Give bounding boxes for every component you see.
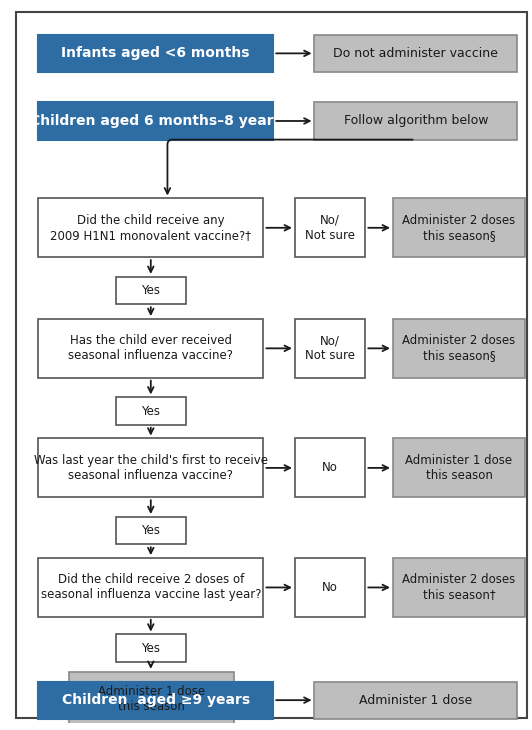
Text: Infants aged <6 months: Infants aged <6 months [61,47,250,61]
Text: Children aged 6 months–8 years: Children aged 6 months–8 years [30,114,281,128]
FancyBboxPatch shape [314,35,517,72]
Text: Yes: Yes [142,642,160,655]
FancyBboxPatch shape [115,517,186,545]
FancyBboxPatch shape [295,199,365,257]
FancyBboxPatch shape [38,35,273,72]
FancyBboxPatch shape [115,277,186,304]
Text: Did the child receive 2 doses of
seasonal influenza vaccine last year?: Did the child receive 2 doses of seasona… [40,574,261,602]
Text: Follow algorithm below: Follow algorithm below [344,115,488,128]
FancyBboxPatch shape [393,558,525,617]
Text: Administer 1 dose: Administer 1 dose [359,694,472,707]
Text: Do not administer vaccine: Do not administer vaccine [334,47,498,60]
FancyBboxPatch shape [70,672,234,726]
Text: No: No [322,581,338,594]
FancyBboxPatch shape [38,102,273,139]
Text: Has the child ever received
seasonal influenza vaccine?: Has the child ever received seasonal inf… [68,334,234,362]
Text: No/
Not sure: No/ Not sure [305,214,355,242]
FancyBboxPatch shape [314,102,517,139]
Text: Administer 2 doses
this season†: Administer 2 doses this season† [402,574,516,602]
Text: No: No [322,461,338,474]
Text: Yes: Yes [142,404,160,418]
Text: Children  aged ≥9 years: Children aged ≥9 years [62,694,250,707]
FancyBboxPatch shape [295,558,365,617]
FancyBboxPatch shape [38,558,263,617]
FancyBboxPatch shape [314,682,517,719]
FancyBboxPatch shape [295,319,365,377]
Text: Administer 1 dose
this season: Administer 1 dose this season [405,454,512,482]
FancyBboxPatch shape [393,439,525,497]
Text: Did the child receive any
2009 H1N1 monovalent vaccine?†: Did the child receive any 2009 H1N1 mono… [51,214,251,242]
Text: Yes: Yes [142,524,160,537]
FancyBboxPatch shape [38,682,273,719]
Text: Administer 1 dose
this season: Administer 1 dose this season [98,685,205,712]
Text: Yes: Yes [142,284,160,297]
FancyBboxPatch shape [115,634,186,662]
FancyBboxPatch shape [38,199,263,257]
Text: Administer 2 doses
this season§: Administer 2 doses this season§ [402,214,516,242]
Text: Administer 2 doses
this season§: Administer 2 doses this season§ [402,334,516,362]
FancyBboxPatch shape [295,439,365,497]
FancyBboxPatch shape [115,397,186,425]
FancyBboxPatch shape [393,199,525,257]
Text: Was last year the child's first to receive
seasonal influenza vaccine?: Was last year the child's first to recei… [34,454,268,482]
Text: No/
Not sure: No/ Not sure [305,334,355,362]
FancyBboxPatch shape [38,319,263,377]
FancyBboxPatch shape [393,319,525,377]
FancyBboxPatch shape [38,439,263,497]
